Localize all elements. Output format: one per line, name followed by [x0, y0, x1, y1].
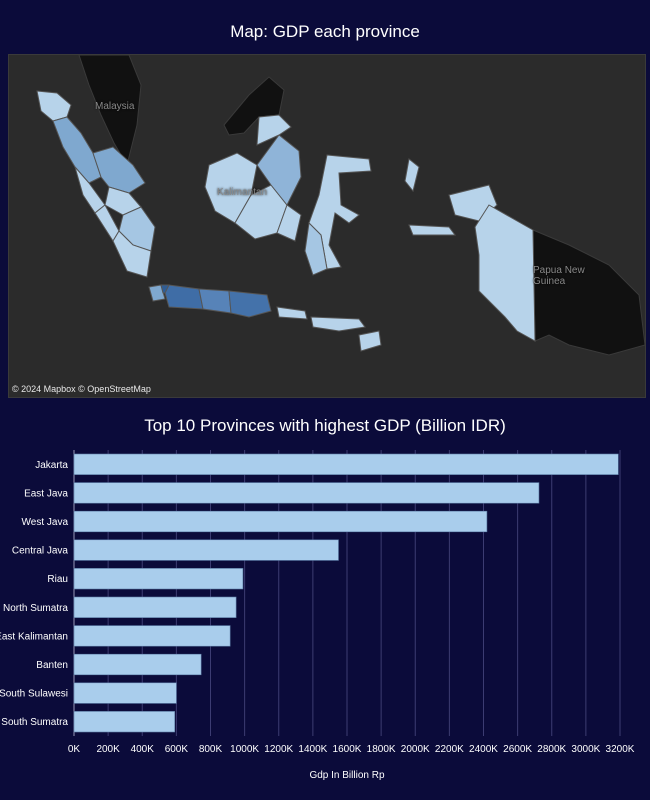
- province-riau: [92, 146, 146, 194]
- malaysia-label: Malaysia: [95, 101, 135, 112]
- bar-east-kalimantan[interactable]: [73, 625, 231, 647]
- x-tick-label: 1000K: [230, 744, 259, 755]
- category-label: Central Java: [12, 546, 69, 557]
- province-papua: [474, 204, 536, 342]
- papua-new-guinea-land: [532, 229, 645, 356]
- province-aceh: [36, 90, 72, 122]
- bars: [73, 453, 619, 733]
- papua-new-guinea-label: Papua New Guinea: [533, 265, 585, 287]
- gdp-bar-chart: Jakarta East Java West Java Central Java Ria…: [0, 450, 635, 781]
- x-tick-label: 0K: [68, 744, 81, 755]
- province-ntt: [310, 316, 366, 332]
- x-axis-title: Gdp In Billion Rp: [309, 770, 384, 781]
- x-tick-label: 800K: [199, 744, 223, 755]
- x-tick-label: 200K: [96, 744, 120, 755]
- bar-riau[interactable]: [73, 568, 244, 590]
- category-label: West Java: [22, 517, 69, 528]
- x-tick-label: 2400K: [469, 744, 498, 755]
- x-tick-label: 1400K: [298, 744, 327, 755]
- map-attribution[interactable]: © 2024 Mapbox © OpenStreetMap: [12, 384, 151, 394]
- category-label: Banten: [36, 660, 68, 671]
- x-tick-label: 400K: [131, 744, 155, 755]
- x-tick-label: 2200K: [435, 744, 464, 755]
- bar-central-java[interactable]: [73, 539, 339, 561]
- x-tick-label: 1200K: [264, 744, 293, 755]
- x-tick-label: 2600K: [503, 744, 532, 755]
- province-lampung: [112, 230, 152, 278]
- province-south-kalimantan: [276, 204, 302, 242]
- map-canvas[interactable]: [9, 55, 645, 397]
- category-labels: Jakarta East Java West Java Central Java Ria…: [0, 460, 68, 728]
- bar-west-java[interactable]: [73, 510, 488, 533]
- province-east-java: [228, 290, 272, 318]
- bar-north-sumatra[interactable]: [73, 596, 237, 618]
- bar-banten[interactable]: [73, 653, 202, 676]
- province-south-sulawesi: [304, 221, 328, 276]
- map-title: Map: GDP each province: [230, 22, 420, 41]
- x-tick-label: 1600K: [333, 744, 362, 755]
- kalimantan-label: Kalimantan: [217, 187, 268, 198]
- x-tick-label: 3000K: [571, 744, 600, 755]
- province-west-java: [164, 284, 204, 310]
- x-tick-label: 1800K: [367, 744, 396, 755]
- category-label: Jakarta: [35, 460, 68, 471]
- category-label: East Kalimantan: [0, 631, 68, 642]
- category-label: Riau: [47, 574, 68, 585]
- bar-south-sumatra[interactable]: [73, 711, 175, 733]
- province-maluku: [408, 224, 456, 236]
- x-tick-labels: 0K 200K 400K 600K 800K 1000K 1200K 1400K 1600K 18…: [68, 744, 635, 755]
- x-tick-label: 2800K: [537, 744, 566, 755]
- category-label: East Java: [24, 488, 68, 499]
- x-tick-label: 2000K: [401, 744, 430, 755]
- bar-jakarta[interactable]: [73, 453, 619, 475]
- category-label: South Sumatra: [1, 717, 68, 728]
- category-label: North Sumatra: [3, 603, 68, 614]
- province-bali-ntb: [276, 306, 308, 320]
- province-north-maluku: [404, 158, 420, 193]
- province-north-kalimantan: [256, 114, 292, 146]
- category-label: South Sulawesi: [0, 689, 68, 700]
- x-tick-label: 3200K: [606, 744, 635, 755]
- province-banten: [148, 284, 166, 302]
- bar-south-sulawesi[interactable]: [73, 682, 177, 704]
- chart-title: Top 10 Provinces with highest GDP (Billi…: [144, 416, 506, 435]
- x-tick-label: 600K: [165, 744, 189, 755]
- bar-east-java[interactable]: [73, 482, 540, 504]
- province-central-java: [198, 288, 232, 314]
- gdp-choropleth-map[interactable]: Malaysia Kalimantan Papua New Guinea © 2…: [8, 54, 646, 398]
- province-ntt-timor: [358, 330, 382, 352]
